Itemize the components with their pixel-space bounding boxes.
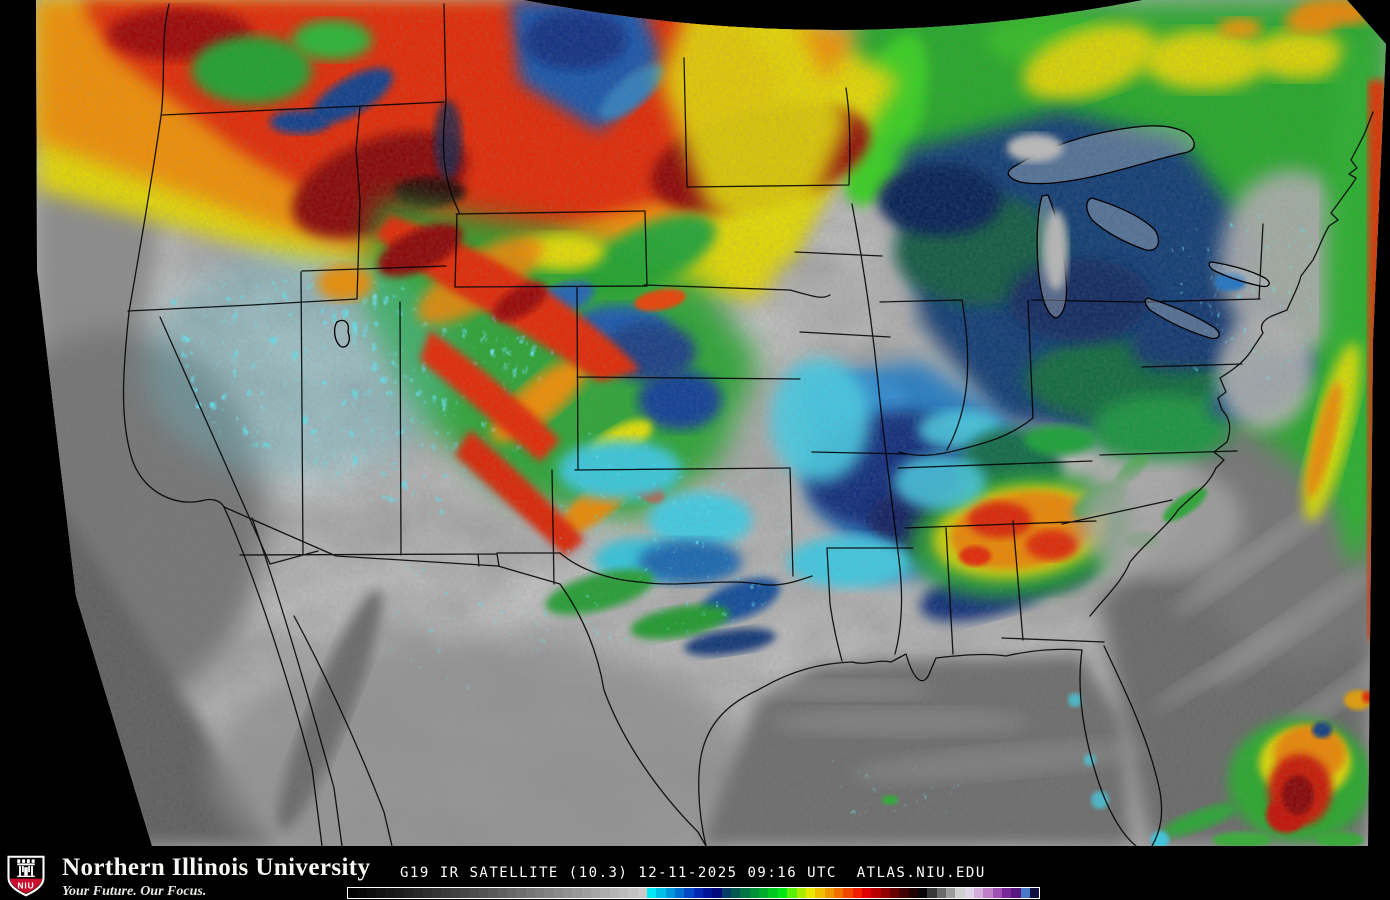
colorbar-segment: [357, 888, 367, 898]
university-name: Northern Illinois University: [62, 854, 371, 881]
colorbar-segment: [404, 888, 414, 898]
colorbar-segment: [385, 888, 395, 898]
colorbar-segment: [927, 888, 937, 898]
colorbar-segment: [422, 888, 433, 898]
colorbar-segment: [572, 888, 582, 898]
colorbar-segment: [553, 888, 563, 898]
colorbar-segment: [488, 888, 498, 898]
colorbar-segment: [366, 888, 377, 898]
university-tagline: Your Future. Our Focus.: [62, 884, 207, 899]
colorbar-segment: [843, 888, 853, 898]
colorbar-segment: [899, 888, 909, 898]
colorbar-segment: [936, 888, 946, 898]
colorbar-segment: [394, 888, 405, 898]
satellite-image: [36, 0, 1386, 846]
colorbar-segment: [441, 888, 451, 898]
satellite-caption: G19 IR SATELLITE (10.3) 12-11-2025 09:16…: [400, 865, 986, 881]
colorbar-segment: [749, 888, 760, 898]
niu-acronym: NIU: [18, 881, 35, 891]
colorbar-segment: [665, 888, 676, 898]
colorbar-segment: [497, 888, 507, 898]
colorbar-segment: [871, 888, 881, 898]
lake-effect-cloud: [1044, 210, 1068, 290]
state-borders: [122, 3, 1374, 846]
colorbar-segment: [600, 888, 610, 898]
colorbar-segment: [693, 888, 704, 898]
colorbar-segment: [796, 888, 806, 898]
colorbar-segment: [833, 888, 844, 898]
colorbar-segment: [861, 888, 872, 898]
colorbar-segment: [450, 888, 461, 898]
colorbar-segment: [432, 888, 442, 898]
colorbar-segment: [1011, 888, 1021, 898]
colorbar-segment: [880, 888, 890, 898]
colorbar-segment: [684, 888, 694, 898]
colorbar-segment: [647, 888, 657, 898]
colorbar-segment: [544, 888, 554, 898]
satellite-map: [36, 0, 1386, 846]
colorbar-segment: [759, 888, 769, 898]
colorbar-segment: [731, 888, 741, 898]
colorbar-segment: [609, 888, 619, 898]
colorbar-segment: [768, 888, 778, 898]
colorbar-segment: [562, 888, 573, 898]
colorbar-segment: [478, 888, 489, 898]
colorbar-segment: [534, 888, 545, 898]
colorbar-segment: [618, 888, 629, 898]
colorbar-segment: [946, 888, 956, 898]
colorbar-segment: [955, 888, 965, 898]
colorbar-segment: [590, 888, 601, 898]
colorbar-segment: [703, 888, 713, 898]
colorbar-segment: [1020, 888, 1031, 898]
niu-shield-logo: NIU: [7, 855, 45, 897]
colorbar-segment: [992, 888, 1003, 898]
colorbar-segment: [889, 888, 900, 898]
colorbar-segment: [637, 888, 647, 898]
colorbar-segment: [787, 888, 797, 898]
colorbar-segment: [376, 888, 386, 898]
colorbar-segment: [721, 888, 732, 898]
colorbar-segment: [964, 888, 975, 898]
colorbar-segment: [525, 888, 535, 898]
colorbar-segment: [917, 888, 928, 898]
colorbar-segment: [908, 888, 918, 898]
colorbar-segment: [1002, 888, 1012, 898]
colorbar-segment: [824, 888, 834, 898]
colorbar-segment: [469, 888, 479, 898]
colorbar-segment: [506, 888, 517, 898]
colorbar-segment: [740, 888, 750, 898]
colorbar-segment: [805, 888, 816, 898]
colorbar-segment: [628, 888, 638, 898]
ir-colorbar: [347, 887, 1040, 899]
colorbar-segment: [974, 888, 984, 898]
footer-bar: NIU Northern Illinois University Your Fu…: [0, 848, 1390, 900]
colorbar-segment: [348, 888, 358, 898]
lake-effect-cloud: [1007, 134, 1063, 162]
colorbar-segment: [1030, 888, 1040, 898]
colorbar-segment: [777, 888, 788, 898]
castle-icon: [17, 859, 35, 878]
colorbar-segment: [815, 888, 825, 898]
niu-brand: NIU Northern Illinois University Your Fu…: [4, 855, 370, 900]
colorbar-segment: [675, 888, 685, 898]
colorbar-segment: [581, 888, 591, 898]
colorbar-segment: [413, 888, 423, 898]
colorbar-segment: [516, 888, 526, 898]
colorbar-segment: [712, 888, 722, 898]
colorbar-segment: [460, 888, 470, 898]
colorbar-segment: [983, 888, 993, 898]
colorbar-segment: [852, 888, 862, 898]
colorbar-segment: [656, 888, 666, 898]
